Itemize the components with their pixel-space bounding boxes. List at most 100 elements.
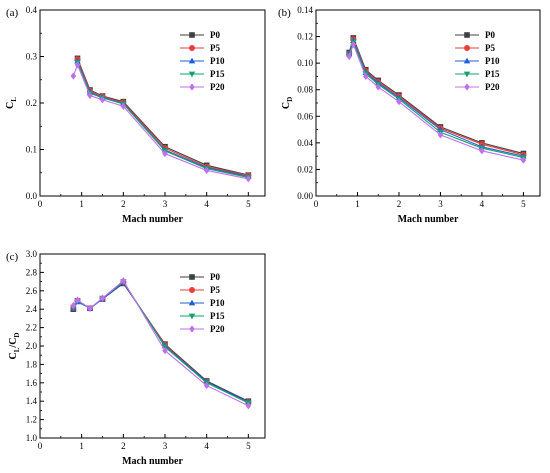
legend-label: P0 bbox=[210, 30, 220, 40]
series-P15 bbox=[345, 39, 527, 161]
data-point bbox=[520, 156, 527, 164]
data-point bbox=[162, 150, 168, 158]
y-axis-title-part: C bbox=[8, 352, 19, 359]
legend: P0 P5 P10 P15 P20 bbox=[180, 272, 225, 334]
legend-marker bbox=[189, 32, 195, 38]
data-point bbox=[350, 40, 357, 49]
data-point bbox=[375, 83, 382, 91]
panel-label: (b) bbox=[278, 7, 291, 19]
legend-label: P20 bbox=[210, 82, 225, 92]
chart-panel-b: 0 1 2 3 4 5 0.00 0.02 0.04 0.06 0.08 0.10 0.12 0.14 (b… bbox=[278, 5, 541, 225]
y-axis-title-part: D bbox=[286, 97, 294, 102]
y-axis-title: CL bbox=[5, 97, 18, 109]
x-tick-label: 1 bbox=[355, 199, 360, 209]
series-P20 bbox=[346, 40, 527, 164]
data-point bbox=[479, 147, 485, 155]
legend: P0 P5 P10 P15 P20 bbox=[180, 30, 225, 92]
legend-marker bbox=[188, 57, 196, 64]
legend-marker bbox=[188, 299, 196, 306]
legend-marker bbox=[188, 71, 196, 78]
chart-panel-c: 0 1 2 3 4 5 1.0 1.2 1.4 1.6 1.8 2.0 2.2 2.4 2.6 2.8 3.0 (… bbox=[6, 249, 266, 467]
y-tick-label: 2.6 bbox=[26, 286, 38, 296]
series-P10 bbox=[74, 57, 252, 179]
series-line bbox=[348, 42, 524, 161]
panel-label: (c) bbox=[6, 251, 19, 263]
y-tick-label: 0.2 bbox=[26, 98, 37, 108]
legend-marker bbox=[464, 83, 470, 91]
legend-label: P20 bbox=[485, 82, 500, 92]
legend-marker bbox=[463, 57, 471, 64]
series-P20 bbox=[70, 277, 252, 410]
y-tick-label: 0.0 bbox=[26, 191, 38, 201]
x-tick-label: 3 bbox=[438, 199, 443, 209]
data-point bbox=[203, 381, 210, 390]
plot-frame bbox=[315, 9, 541, 197]
data-point bbox=[87, 304, 93, 312]
series-line bbox=[72, 279, 249, 407]
data-point bbox=[203, 166, 210, 175]
data-point bbox=[362, 72, 369, 81]
plot-frame bbox=[39, 253, 266, 439]
series-P10 bbox=[345, 37, 527, 159]
x-tick-label: 3 bbox=[163, 441, 168, 451]
legend-label: P20 bbox=[210, 324, 225, 334]
y-tick-label: 0.3 bbox=[26, 52, 38, 62]
series-P5 bbox=[346, 36, 527, 158]
y-tick-label: 0.06 bbox=[297, 111, 313, 121]
y-tick-label: 0.14 bbox=[297, 5, 313, 15]
data-point bbox=[396, 98, 402, 106]
series-P0 bbox=[74, 55, 252, 178]
series-P20 bbox=[70, 61, 252, 183]
x-tick-label: 2 bbox=[121, 441, 126, 451]
series-line bbox=[348, 40, 524, 159]
y-tick-label: 0.10 bbox=[297, 58, 313, 68]
x-tick-label: 5 bbox=[246, 441, 251, 451]
legend-marker bbox=[464, 32, 470, 38]
y-tick-label: 0.1 bbox=[26, 145, 37, 155]
data-point bbox=[245, 175, 252, 183]
legend: P0 P5 P10 P15 P20 bbox=[455, 30, 500, 92]
x-tick-label: 4 bbox=[204, 441, 209, 451]
y-tick-label: 0.04 bbox=[297, 138, 313, 148]
y-tick-label: 1.4 bbox=[26, 396, 38, 406]
y-tick-label: 1.8 bbox=[26, 359, 38, 369]
data-point bbox=[120, 277, 127, 285]
data-point bbox=[245, 402, 252, 410]
data-point bbox=[346, 52, 352, 61]
legend-label: P15 bbox=[485, 69, 500, 79]
y-axis-title: CD bbox=[281, 97, 294, 109]
legend-marker bbox=[189, 83, 195, 91]
x-tick-label: 1 bbox=[79, 199, 84, 209]
legend-marker bbox=[189, 287, 195, 293]
legend-label: P5 bbox=[210, 43, 220, 53]
y-tick-label: 2.0 bbox=[26, 341, 38, 351]
y-axis-title-part: L bbox=[10, 97, 18, 102]
legend-label: P10 bbox=[485, 56, 500, 66]
legend-label: P0 bbox=[485, 30, 495, 40]
series-P15 bbox=[74, 60, 252, 181]
legend-label: P10 bbox=[210, 56, 225, 66]
data-point bbox=[99, 294, 106, 302]
x-tick-label: 4 bbox=[480, 199, 485, 209]
y-tick-label: 1.0 bbox=[26, 433, 38, 443]
x-tick-label: 2 bbox=[121, 199, 126, 209]
data-point bbox=[99, 96, 106, 104]
series-line bbox=[76, 62, 249, 178]
x-tick-label: 1 bbox=[79, 441, 84, 451]
y-axis-title-part: C bbox=[281, 102, 292, 109]
legend-label: P5 bbox=[485, 43, 495, 53]
legend-label: P0 bbox=[210, 272, 220, 282]
data-point bbox=[437, 131, 444, 139]
y-tick-label: 2.4 bbox=[26, 304, 38, 314]
panel-label: (a) bbox=[6, 7, 19, 19]
y-tick-label: 2.2 bbox=[26, 323, 37, 333]
series-P0 bbox=[346, 35, 527, 157]
x-tick-label: 5 bbox=[246, 199, 251, 209]
legend-label: P10 bbox=[210, 298, 225, 308]
y-tick-label: 1.2 bbox=[26, 415, 37, 425]
data-point bbox=[120, 102, 127, 110]
x-tick-label: 3 bbox=[163, 199, 168, 209]
series-line bbox=[72, 63, 249, 180]
y-tick-label: 2.8 bbox=[26, 267, 38, 277]
